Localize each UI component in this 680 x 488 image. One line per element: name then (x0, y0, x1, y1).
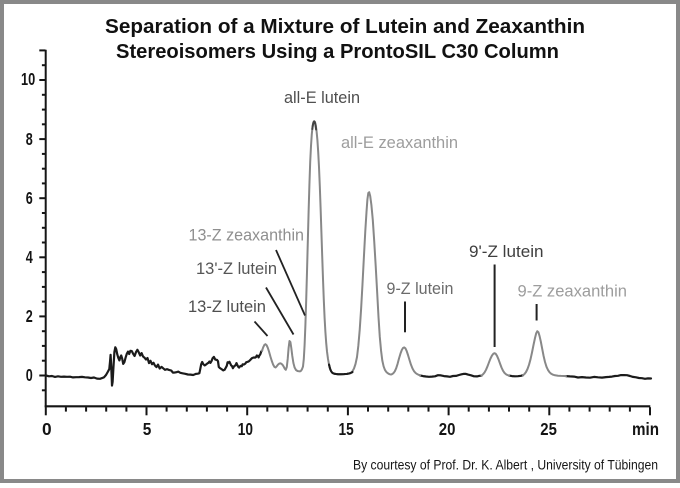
svg-text:all-E lutein: all-E lutein (284, 88, 360, 107)
svg-text:min: min (632, 419, 659, 439)
svg-text:Stereoisomers Using a ProntoSI: Stereoisomers Using a ProntoSIL C30 Colu… (116, 41, 559, 63)
svg-text:0: 0 (26, 365, 33, 385)
svg-text:15: 15 (339, 419, 354, 439)
svg-text:Separation of a Mixture of Lut: Separation of a Mixture of Lutein and Ze… (105, 16, 585, 38)
svg-text:10: 10 (21, 69, 35, 89)
svg-text:10: 10 (238, 419, 253, 439)
svg-text:9-Z zeaxanthin: 9-Z zeaxanthin (518, 281, 628, 300)
svg-text:4: 4 (26, 247, 33, 267)
svg-text:6: 6 (26, 188, 33, 208)
svg-text:13'-Z lutein: 13'-Z lutein (196, 259, 277, 278)
svg-text:2: 2 (26, 306, 33, 326)
svg-text:25: 25 (540, 419, 557, 439)
svg-text:8: 8 (26, 129, 33, 149)
svg-text:13-Z zeaxanthin: 13-Z zeaxanthin (189, 226, 305, 245)
svg-text:0: 0 (42, 419, 52, 439)
svg-text:5: 5 (143, 419, 152, 439)
svg-text:all-E zeaxanthin: all-E zeaxanthin (341, 133, 458, 152)
svg-text:20: 20 (439, 419, 456, 439)
svg-text:9'-Z lutein: 9'-Z lutein (469, 242, 544, 261)
svg-text:By courtesy of Prof. Dr. K. Al: By courtesy of Prof. Dr. K. Albert , Uni… (353, 457, 658, 473)
svg-text:13-Z lutein: 13-Z lutein (188, 297, 266, 316)
svg-text:9-Z lutein: 9-Z lutein (387, 279, 454, 298)
